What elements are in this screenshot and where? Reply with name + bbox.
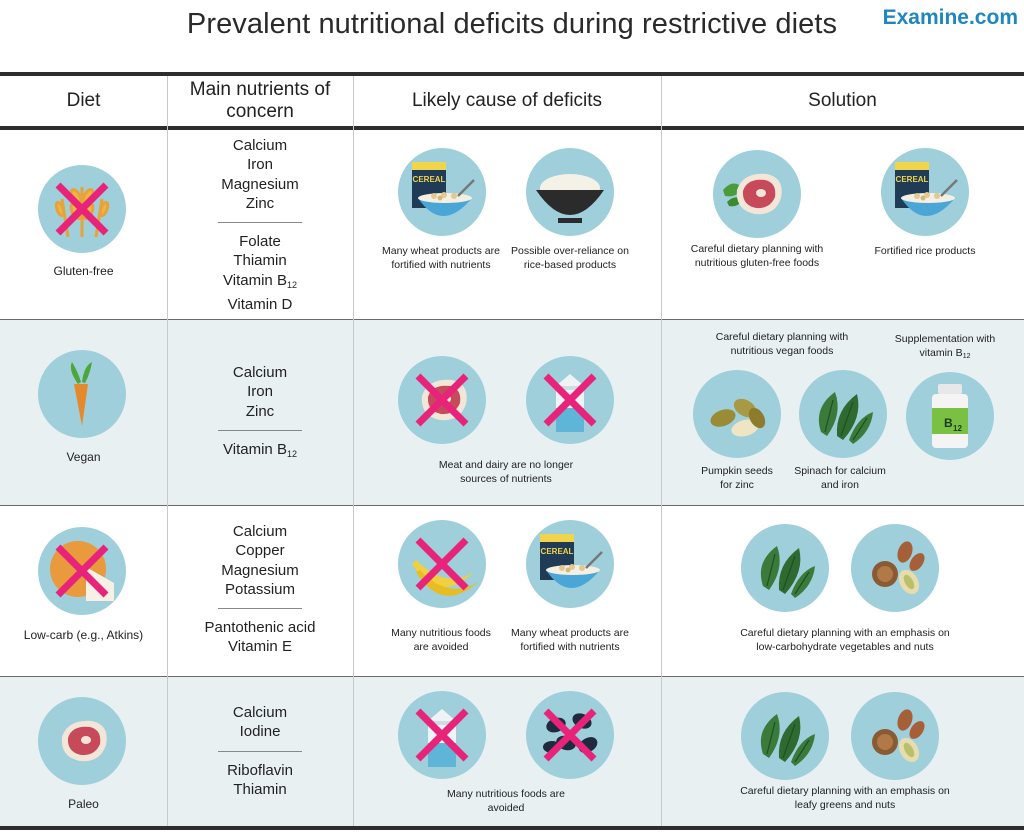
solution-caption: Careful dietary planning with nutritious … [690,243,824,269]
steak-greens-icon [713,150,801,238]
row-gluten-free [0,130,1024,319]
diet-label: Vegan [66,450,101,464]
cause-caption: Meat and dairy are no longer sources of n… [438,459,574,485]
solution-caption: Careful dietary planning with an emphasi… [740,785,950,811]
milk-crossed-icon [398,691,486,779]
row-divider [0,505,1024,506]
nutrients-separator [218,222,302,224]
beans-crossed-icon [526,691,614,779]
page-title: Prevalent nutritional deficits during re… [186,8,838,40]
cause-caption: Many nutritious foods are avoided [447,788,565,814]
nutrients-separator [218,429,302,431]
gluten-free-icon [38,165,126,253]
cause-caption: Many wheat products are fortified with nu… [511,627,629,653]
bread-cheese-crossed-icon [38,527,126,615]
row-divider [0,676,1024,677]
header-rule [0,126,1024,130]
cause-caption: Many wheat products are fortified with nu… [382,245,500,271]
cereal-bowl-icon [526,520,614,608]
diet-label: Low-carb (e.g., Atkins) [23,628,144,642]
cereal-bowl-icon [398,148,486,236]
spinach-icon [799,370,887,458]
solution-caption: Spinach for calcium and iron [794,465,886,491]
solution-caption: Pumpkin seeds for zinc [701,465,773,491]
header-diet: Diet [66,90,101,111]
solution-caption: Fortified rice products [874,245,976,257]
banana-crossed-icon [398,520,486,608]
solution-caption: Supplementation with vitamin B12 [894,333,996,360]
nutrients-list: Calcium Iron Magnesium Zinc Folate Thiam… [167,136,353,314]
nutrients-separator [218,750,302,752]
row-divider [0,319,1024,320]
column-divider [661,76,662,826]
header-nutrients: Main nutrients of concern [189,79,331,122]
diet-label: Paleo [68,797,99,811]
nutrients-list: Calcium Iodine Riboflavin Thiamin [167,703,353,799]
header-solution: Solution [808,90,877,111]
bottom-rule [0,826,1024,830]
milk-crossed-icon [526,356,614,444]
pumpkin-seeds-icon [693,370,781,458]
header-cause: Likely cause of deficits [411,90,603,111]
solution-caption: Careful dietary planning with nutritious … [715,331,849,357]
nuts-icon [851,524,939,612]
cereal-bowl-icon [881,148,969,236]
spinach-icon [741,524,829,612]
steak-crossed-icon [398,356,486,444]
cause-caption: Possible over-reliance on rice-based prod… [511,245,629,271]
nuts-icon [851,692,939,780]
vitamin-b12-bottle-icon [906,372,994,460]
rice-bowl-icon [526,148,614,236]
brand-logo[interactable]: Examine.com [882,6,1018,29]
nutrients-list: Calcium Iron Zinc Vitamin B12 [167,363,353,464]
spinach-icon [741,692,829,780]
steak-icon [38,697,126,785]
column-divider [167,76,168,826]
carrot-icon [38,350,126,438]
diet-label: Gluten-free [53,264,114,278]
nutrients-separator [218,608,302,610]
column-divider [353,76,354,826]
nutrients-list: Calcium Copper Magnesium Potassium Panto… [204,523,316,656]
solution-caption: Careful dietary planning with an emphasi… [740,627,950,653]
top-rule [0,72,1024,76]
cause-caption: Many nutritious foods are avoided [391,627,491,653]
